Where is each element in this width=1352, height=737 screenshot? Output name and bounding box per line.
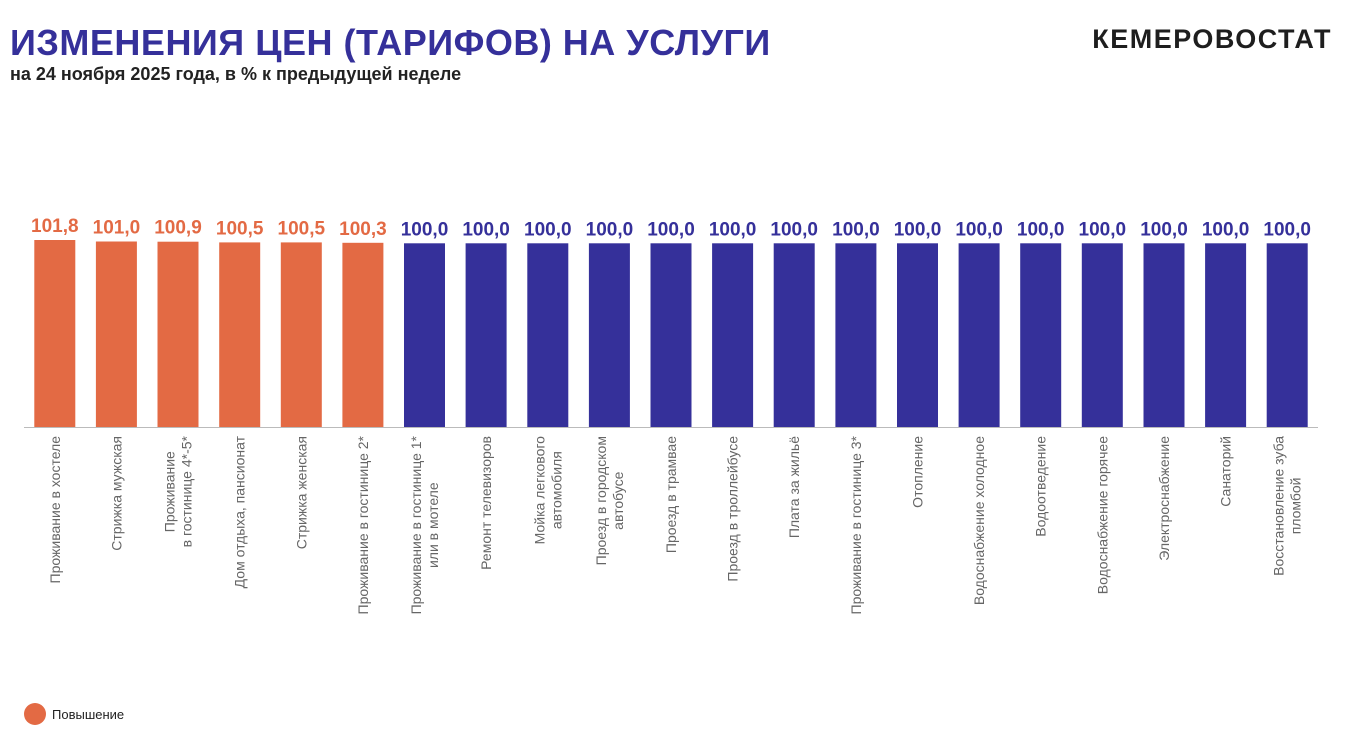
category-label: Водоснабжение горячее — [1094, 436, 1110, 594]
bar — [1020, 243, 1062, 427]
bar — [712, 243, 754, 427]
category-label-line: Отопление — [910, 436, 926, 508]
category-label: Отопление — [910, 436, 926, 508]
category-label: Проезд в троллейбусе — [725, 436, 741, 582]
category-label-line: Проживание в гостинице 1* — [408, 435, 424, 614]
category-label: Проживание в гостинице 4*-5* — [162, 435, 195, 547]
bar — [1266, 243, 1308, 427]
data-label: 100,0 — [955, 219, 1003, 240]
data-label: 100,0 — [1202, 219, 1250, 240]
category-label: Проживание в гостинице 3* — [848, 435, 864, 614]
bar — [280, 242, 322, 427]
data-label: 100,0 — [1140, 219, 1188, 240]
data-label: 100,5 — [278, 218, 326, 239]
bar — [95, 241, 137, 427]
bar — [588, 243, 630, 427]
data-label: 100,0 — [832, 219, 880, 240]
category-label: Водоотведение — [1033, 436, 1049, 537]
data-label: 100,0 — [1079, 219, 1127, 240]
category-label-line: Проезд в городском — [593, 436, 609, 565]
data-label: 100,9 — [154, 218, 202, 239]
data-label: 100,0 — [709, 219, 757, 240]
bar — [465, 243, 507, 427]
legend-label: Повышение — [52, 706, 125, 722]
data-label: 101,0 — [93, 218, 141, 239]
category-label-line: Санаторий — [1218, 436, 1234, 507]
category-label-line: Проживание в гостинице 3* — [848, 435, 864, 614]
category-label-line: Стрижка мужская — [108, 436, 124, 551]
category-label: Санаторий — [1218, 436, 1234, 507]
category-label: Проживание в хостеле — [47, 436, 63, 584]
bar — [404, 243, 445, 427]
chart-legend: Повышение — [24, 703, 124, 725]
data-label: 100,0 — [462, 219, 510, 240]
bar — [342, 242, 384, 427]
category-label: Проживание в гостинице 1* или в мотеле — [408, 435, 441, 614]
data-label: 100,0 — [770, 219, 818, 240]
category-label-line: Проживание в гостинице 2* — [355, 435, 371, 614]
category-label: Проезд в трамвае — [663, 436, 679, 553]
category-label: Проживание в гостинице 2* — [355, 435, 371, 614]
bar — [650, 243, 692, 427]
category-label: Электроснабжение — [1156, 436, 1172, 561]
category-label: Восстановление зуба пломбой — [1271, 436, 1304, 576]
category-label-line: Проезд в троллейбусе — [725, 436, 741, 582]
category-label-line: Водоотведение — [1033, 436, 1049, 537]
data-label: 100,5 — [216, 218, 264, 239]
data-label: 100,0 — [647, 219, 695, 240]
data-label: 100,3 — [339, 219, 387, 240]
bar — [897, 243, 938, 427]
category-label-line: Водоснабжение горячее — [1094, 436, 1110, 594]
category-label-line: автомобиля — [548, 451, 564, 529]
page-title: ИЗМЕНЕНИЯ ЦЕН (ТАРИФОВ) НА УСЛУГИ — [10, 22, 771, 63]
category-label-line: Дом отдыха, пансионат — [232, 435, 248, 588]
data-label: 100,0 — [1263, 219, 1311, 240]
category-label-line: Водоснабжение холодное — [971, 436, 987, 605]
bar — [1143, 243, 1185, 427]
data-label: 101,8 — [31, 216, 79, 237]
category-label-line: Восстановление зуба — [1271, 436, 1287, 576]
category-label-line: Стрижка женская — [293, 436, 309, 549]
category-label-line: или в мотеле — [425, 482, 441, 568]
category-label-line: пломбой — [1288, 478, 1304, 535]
page-subtitle: на 24 ноября 2025 года, в % к предыдущей… — [10, 64, 462, 84]
bar — [157, 241, 199, 427]
category-label-line: автобусе — [610, 471, 626, 530]
category-label: Проезд в городском автобусе — [593, 436, 626, 565]
category-label-line: в гостинице 4*-5* — [179, 435, 195, 547]
bar — [958, 243, 1000, 427]
bar — [1205, 243, 1247, 427]
legend-swatch — [24, 703, 46, 725]
category-label: Мойка легкового автомобиля — [531, 436, 564, 545]
brand-logo: КЕМЕРОВОСТАТ — [1092, 24, 1332, 54]
category-label: Водоснабжение холодное — [971, 436, 987, 605]
category-label: Дом отдыха, пансионат — [232, 435, 248, 588]
bar — [835, 243, 877, 427]
data-label: 100,0 — [894, 219, 942, 240]
data-label: 100,0 — [1017, 219, 1065, 240]
data-label: 100,0 — [401, 219, 449, 240]
data-label: 100,0 — [524, 219, 572, 240]
bar-chart: 101,8 Проживание в хостеле 101,0 Стрижка му… — [24, 216, 1318, 614]
category-label-line: Электроснабжение — [1156, 436, 1172, 561]
bar — [1081, 243, 1123, 427]
bar — [219, 242, 261, 427]
category-label: Стрижка мужская — [108, 436, 124, 551]
category-label-line: Проживание — [162, 451, 178, 532]
category-label: Плата за жильё — [786, 436, 802, 538]
data-label: 100,0 — [586, 219, 634, 240]
category-label-line: Мойка легкового — [531, 436, 547, 545]
category-label-line: Ремонт телевизоров — [478, 436, 494, 570]
bar — [34, 240, 76, 427]
category-label: Стрижка женская — [293, 436, 309, 549]
bar — [773, 243, 815, 427]
category-label-line: Плата за жильё — [786, 436, 802, 538]
category-label-line: Проезд в трамвае — [663, 436, 679, 553]
category-label-line: Проживание в хостеле — [47, 436, 63, 584]
bar — [527, 243, 569, 427]
category-label: Ремонт телевизоров — [478, 436, 494, 570]
